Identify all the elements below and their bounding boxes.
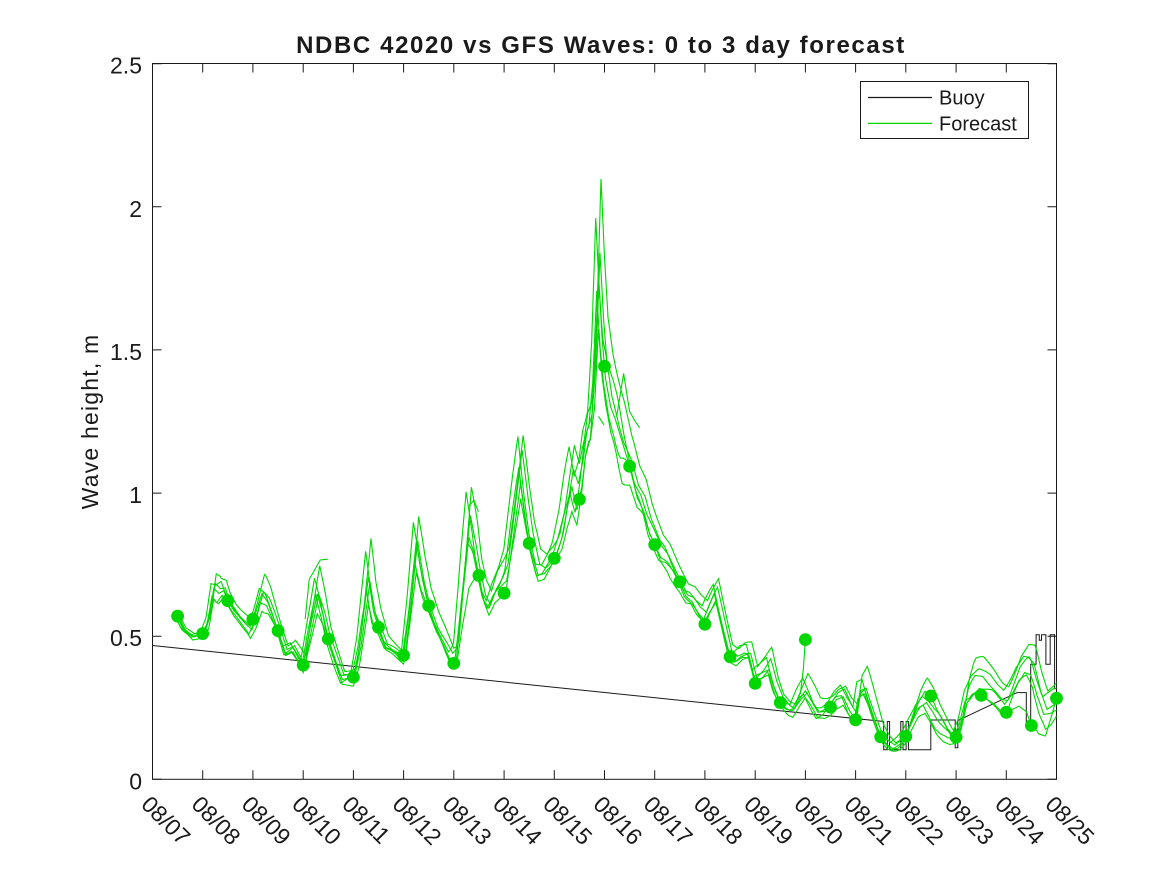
svg-text:1.5: 1.5 bbox=[110, 339, 142, 365]
svg-text:NDBC 42020 vs GFS Waves: 0 to: NDBC 42020 vs GFS Waves: 0 to 3 day fore… bbox=[296, 32, 906, 59]
svg-text:0: 0 bbox=[129, 768, 142, 794]
svg-text:1: 1 bbox=[129, 482, 142, 508]
svg-text:Wave height, m: Wave height, m bbox=[77, 334, 103, 510]
svg-text:0.5: 0.5 bbox=[110, 625, 142, 651]
svg-text:Buoy: Buoy bbox=[939, 88, 985, 110]
svg-text:2: 2 bbox=[129, 196, 142, 222]
svg-text:Forecast: Forecast bbox=[939, 113, 1017, 135]
svg-text:2.5: 2.5 bbox=[110, 53, 142, 79]
